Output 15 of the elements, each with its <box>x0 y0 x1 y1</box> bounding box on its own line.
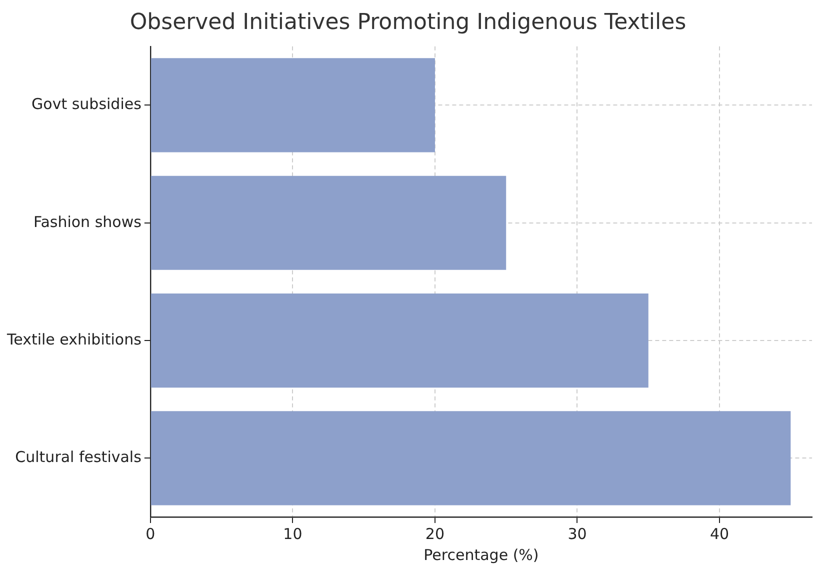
bar <box>150 293 648 388</box>
y-tick-label: Fashion shows <box>33 212 142 231</box>
x-tick-label: 30 <box>568 524 587 543</box>
x-tick-label: 0 <box>146 524 156 543</box>
x-tick-label: 40 <box>710 524 730 543</box>
bar <box>150 176 506 270</box>
chart-title: Observed Initiatives Promoting Indigenous Textiles <box>130 10 686 35</box>
bar <box>150 411 791 506</box>
y-tick-label: Textile exhibitions <box>6 330 142 348</box>
bar <box>150 58 435 152</box>
y-tick-label: Govt subsidies <box>32 95 142 114</box>
x-tick-label: 10 <box>283 524 302 543</box>
y-tick-label: Cultural festivals <box>15 448 142 466</box>
x-tick-label: 20 <box>425 524 445 543</box>
x-axis-title: Percentage (%) <box>424 546 539 564</box>
